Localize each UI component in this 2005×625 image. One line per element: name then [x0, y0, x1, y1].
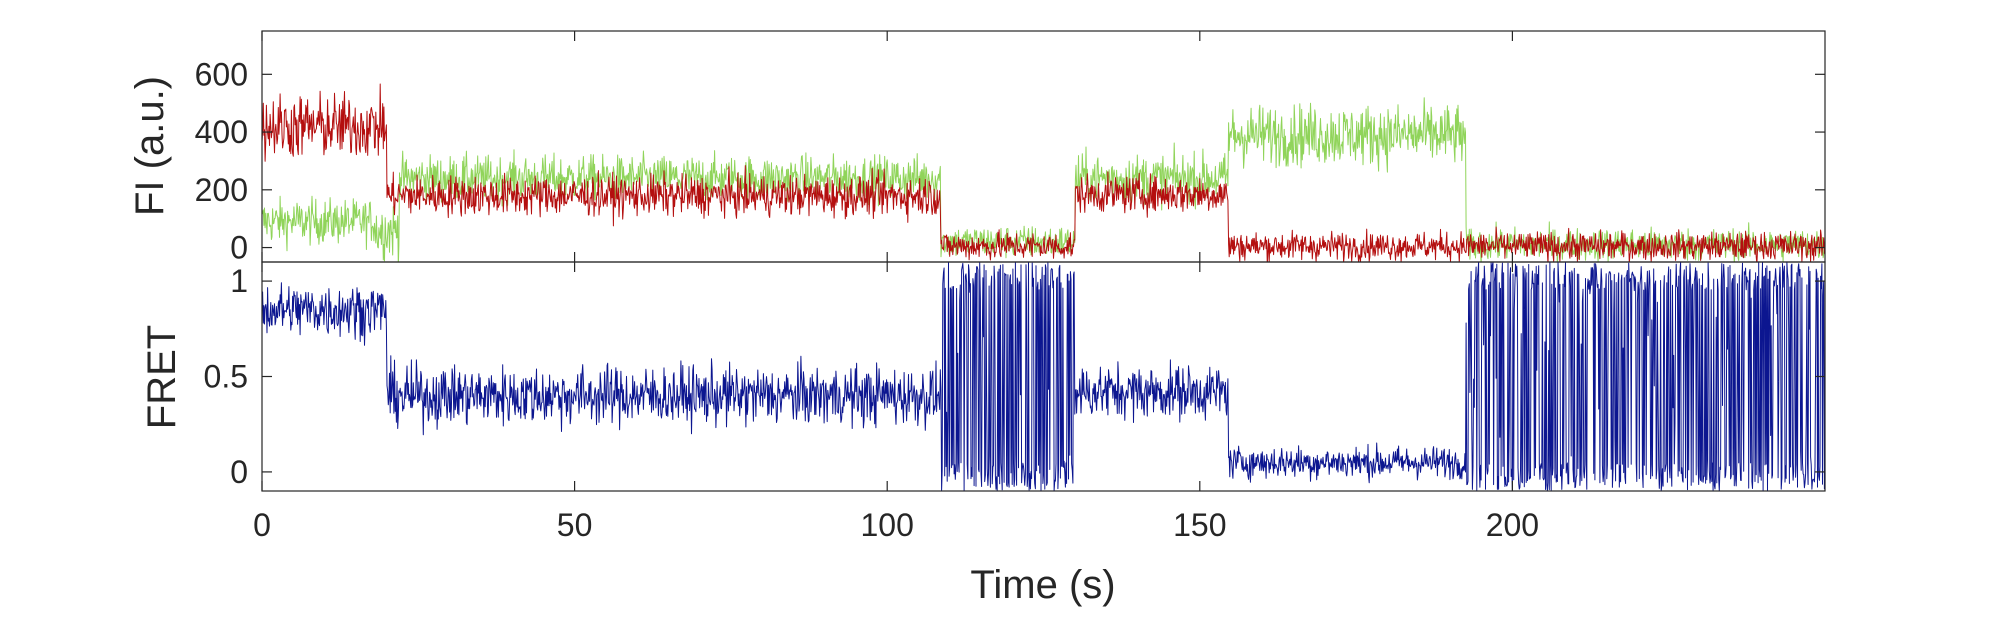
fluorescence-panel: 0 200 400 600 FI (a.u.) [128, 30, 1826, 266]
fluorescence-y-tick-label: 200 [195, 172, 248, 208]
fluorescence-frame [261, 30, 1826, 263]
fret-series-0-line [262, 262, 1825, 491]
fret-y-tick-label: 0.5 [204, 359, 248, 395]
fret-panel: 00.51 0 50 100 150 200 FRET Time (s) [140, 31, 1826, 607]
fret-y-tick-label: 0 [230, 454, 248, 490]
fret-traces [262, 262, 1825, 491]
fret-y-label: FRET [140, 325, 184, 429]
fluorescence-y-tick-label: 400 [195, 114, 248, 150]
fret-y-ticks: 00.51 [204, 263, 1825, 490]
fret-y-tick-label: 1 [230, 263, 248, 299]
time-x-label: Time (s) [970, 563, 1115, 607]
fluorescence-traces [262, 83, 1825, 262]
time-x-tick-label: 100 [861, 507, 914, 543]
time-x-tick-label: 150 [1173, 507, 1226, 543]
fluorescence-y-ticks: 0 200 400 600 [195, 56, 1825, 266]
fluorescence-series-1-line [262, 83, 1825, 262]
fluorescence-y-label: FI (a.u.) [128, 76, 172, 216]
time-x-tick-label: 0 [253, 507, 271, 543]
time-x-tick-label: 50 [557, 507, 593, 543]
time-x-ticks: 0 50 100 150 200 [253, 31, 1539, 543]
time-x-tick-label: 200 [1486, 507, 1539, 543]
fluorescence-y-tick-label: 600 [195, 56, 248, 92]
fluorescence-y-tick-label: 0 [230, 230, 248, 266]
